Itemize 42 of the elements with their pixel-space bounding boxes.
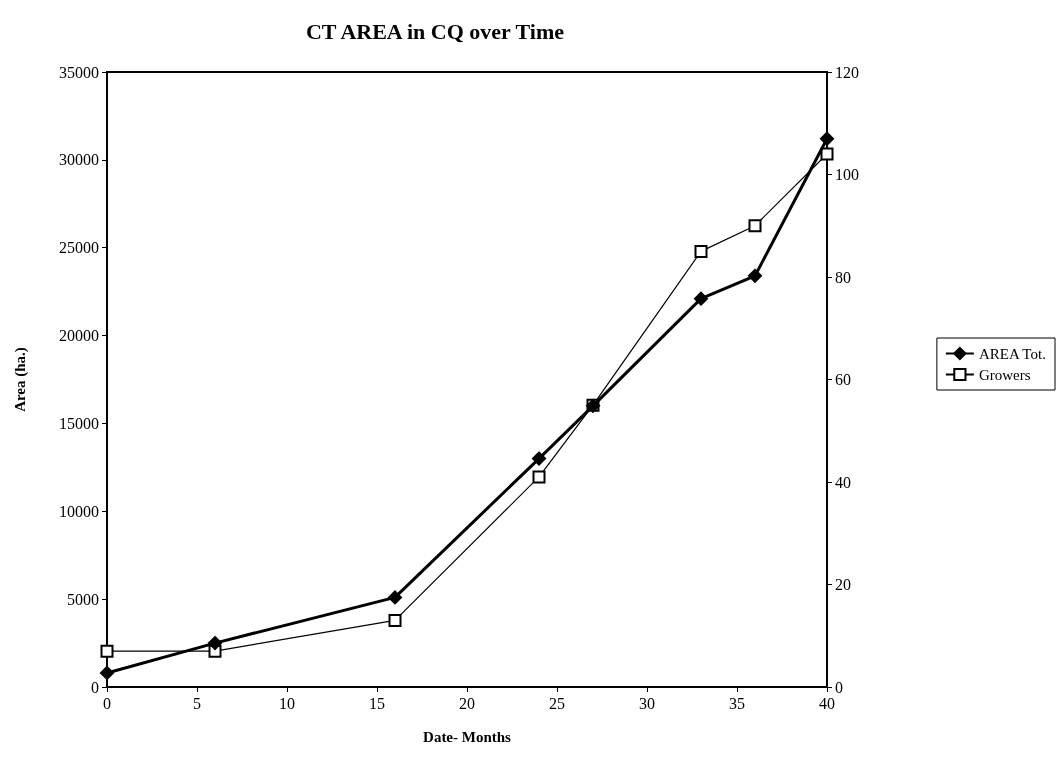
y2-tick-label: 60	[835, 371, 851, 388]
y-tick-label: 20000	[59, 327, 99, 345]
point	[100, 665, 114, 680]
point	[208, 636, 222, 651]
y2-tick-label: 40	[835, 473, 851, 491]
chart-title: CT AREA in CQ over Time	[305, 18, 565, 44]
x-tick-label: 30	[639, 694, 655, 712]
x-tick-label: 35	[729, 694, 745, 712]
x-tick-label: 5	[193, 694, 201, 712]
x-tick-label: 25	[549, 694, 565, 712]
point	[694, 291, 708, 306]
point	[388, 613, 402, 627]
point	[820, 147, 834, 161]
y2-tick-label: 120	[835, 63, 859, 81]
point	[694, 244, 708, 258]
y-tick-label: 15000	[59, 414, 99, 432]
y-tick-label: 35000	[59, 63, 99, 81]
point	[820, 131, 834, 146]
y-axis-title: Area (ha.)	[11, 347, 29, 412]
y-tick-label: 5000	[67, 590, 99, 608]
y2-tick-label: 80	[835, 268, 851, 286]
y2-tick-label: 20	[835, 576, 851, 593]
x-tick-label: 40	[819, 694, 835, 712]
y-tick-label: 0	[91, 678, 99, 696]
point	[748, 219, 762, 233]
point	[388, 590, 402, 605]
legend-label: AREA Tot.	[978, 345, 1046, 362]
point	[100, 644, 114, 658]
legend-label: Growers	[978, 366, 1031, 383]
point	[748, 268, 762, 283]
x-tick-label: 20	[459, 694, 475, 712]
x-axis-title: Date- Months	[423, 728, 512, 745]
point	[532, 451, 546, 466]
x-tick-label: 15	[369, 694, 385, 712]
point	[532, 470, 546, 484]
y-tick-label: 10000	[59, 502, 99, 520]
y-tick-label: 25000	[59, 239, 99, 257]
y-tick-label: 30000	[59, 151, 99, 169]
x-tick-label: 0	[103, 694, 111, 712]
x-tick-label: 10	[279, 694, 295, 712]
y2-tick-label: 0	[835, 678, 843, 696]
y2-tick-label: 100	[835, 166, 859, 183]
